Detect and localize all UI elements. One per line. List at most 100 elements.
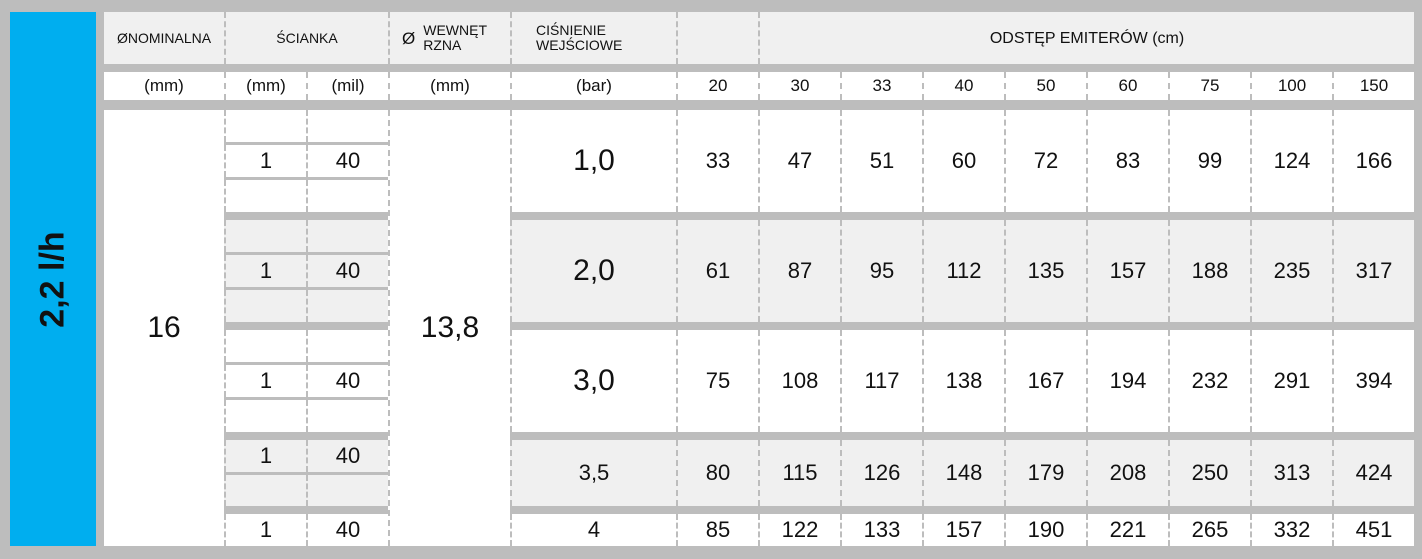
wall-separator: [224, 362, 388, 365]
header-inner: Ø WEWNĘT RZNA: [388, 12, 510, 64]
data-row: [510, 514, 1414, 546]
value-cell: 313: [1250, 440, 1332, 506]
wall-mil-cell: 40: [306, 440, 388, 472]
value-cell: 194: [1086, 330, 1168, 432]
pressure-cell: 1,0: [510, 110, 676, 212]
value-cell: 221: [1086, 514, 1168, 546]
wall-mm-cell: 1: [224, 145, 306, 177]
value-cell: 61: [676, 220, 758, 322]
data-row: [510, 440, 1414, 506]
value-cell: 190: [1004, 514, 1086, 546]
wall-mm-cell: [224, 330, 306, 362]
value-cell: 126: [840, 440, 922, 506]
value-cell: 265: [1168, 514, 1250, 546]
value-cell: 232: [1168, 330, 1250, 432]
wall-separator: [224, 252, 388, 255]
value-cell: 60: [922, 110, 1004, 212]
unit-nominal: (mm): [144, 76, 184, 95]
value-cell: 124: [1250, 110, 1332, 212]
value-cell: 166: [1332, 110, 1414, 212]
value-cell: 47: [758, 110, 840, 212]
spacing-header-150: 150: [1332, 72, 1414, 100]
value-cell: 115: [758, 440, 840, 506]
spacing-header-20: 20: [676, 72, 758, 100]
unit-wall-mm: (mm): [224, 72, 306, 100]
wall-mm-cell: 1: [224, 514, 306, 546]
header-wall: ŚCIANKA: [224, 12, 388, 64]
wall-mil-cell: 40: [306, 255, 388, 287]
value-cell: 95: [840, 220, 922, 322]
header-empty: [676, 12, 758, 64]
unit-inner: (mm): [388, 72, 510, 100]
value-cell: 451: [1332, 514, 1414, 546]
wall-mil-cell: [306, 474, 388, 506]
wall-mm-cell: [224, 474, 306, 506]
wall-separator: [224, 142, 388, 145]
value-cell: 167: [1004, 330, 1086, 432]
spacing-header-50: 50: [1004, 72, 1086, 100]
flow-rate-text: 2,2 l/h: [33, 230, 72, 328]
value-cell: 99: [1168, 110, 1250, 212]
spacing-header-33: 33: [840, 72, 922, 100]
spacing-header-60: 60: [1086, 72, 1168, 100]
wall-mil-cell: [306, 330, 388, 362]
diameter-symbol: Ø: [402, 28, 416, 48]
inner-cell: 13,8: [388, 110, 510, 546]
value-cell: 87: [758, 220, 840, 322]
spacing-header-75: 75: [1168, 72, 1250, 100]
wall-mm-cell: 1: [224, 365, 306, 397]
wall-mil-cell: [306, 110, 388, 142]
wall-mil-cell: [306, 400, 388, 432]
wall-mil-cell: 40: [306, 145, 388, 177]
spacing-header-100: 100: [1250, 72, 1332, 100]
value-cell: 80: [676, 440, 758, 506]
wall-mm-cell: [224, 180, 306, 212]
value-cell: 108: [758, 330, 840, 432]
value-cell: 188: [1168, 220, 1250, 322]
wall-mm-cell: [224, 290, 306, 322]
value-cell: 122: [758, 514, 840, 546]
value-cell: 208: [1086, 440, 1168, 506]
wall-mm-cell: 1: [224, 255, 306, 287]
value-cell: 317: [1332, 220, 1414, 322]
value-cell: 33: [676, 110, 758, 212]
value-cell: 424: [1332, 440, 1414, 506]
unit-wall-mil: (mil): [306, 72, 388, 100]
value-cell: 75: [676, 330, 758, 432]
wall-mil-cell: [306, 220, 388, 252]
wall-separator: [224, 287, 388, 290]
value-cell: 51: [840, 110, 922, 212]
wall-mil-cell: [306, 290, 388, 322]
wall-mm-cell: [224, 110, 306, 142]
value-cell: 133: [840, 514, 922, 546]
wall-separator: [224, 177, 388, 180]
unit-pressure: (bar): [510, 72, 676, 100]
value-cell: 112: [922, 220, 1004, 322]
value-cell: 332: [1250, 514, 1332, 546]
value-cell: 117: [840, 330, 922, 432]
wall-mil-cell: 40: [306, 514, 388, 546]
value-cell: 157: [1086, 220, 1168, 322]
value-cell: 250: [1168, 440, 1250, 506]
value-cell: 291: [1250, 330, 1332, 432]
pressure-cell: 2,0: [510, 220, 676, 322]
nominal-cell: 16: [104, 110, 224, 546]
value-cell: 148: [922, 440, 1004, 506]
header-inner-text: WEWNĘT RZNA: [423, 22, 487, 53]
header-spacing: ODSTĘP EMITERÓW (cm): [758, 12, 1414, 64]
wall-mm-cell: [224, 400, 306, 432]
value-cell: 157: [922, 514, 1004, 546]
spacing-header-30: 30: [758, 72, 840, 100]
spacing-header-40: 40: [922, 72, 1004, 100]
wall-mm-cell: 1: [224, 440, 306, 472]
wall-mm-cell: [224, 220, 306, 252]
wall-separator: [224, 471, 388, 475]
value-cell: 85: [676, 514, 758, 546]
header-pressure: CIŚNIENIE WEJŚCIOWE: [510, 12, 676, 64]
value-cell: 394: [1332, 330, 1414, 432]
value-cell: 135: [1004, 220, 1086, 322]
data-row: [510, 330, 1414, 432]
wall-separator: [224, 397, 388, 400]
pressure-cell: 3,5: [510, 440, 676, 506]
